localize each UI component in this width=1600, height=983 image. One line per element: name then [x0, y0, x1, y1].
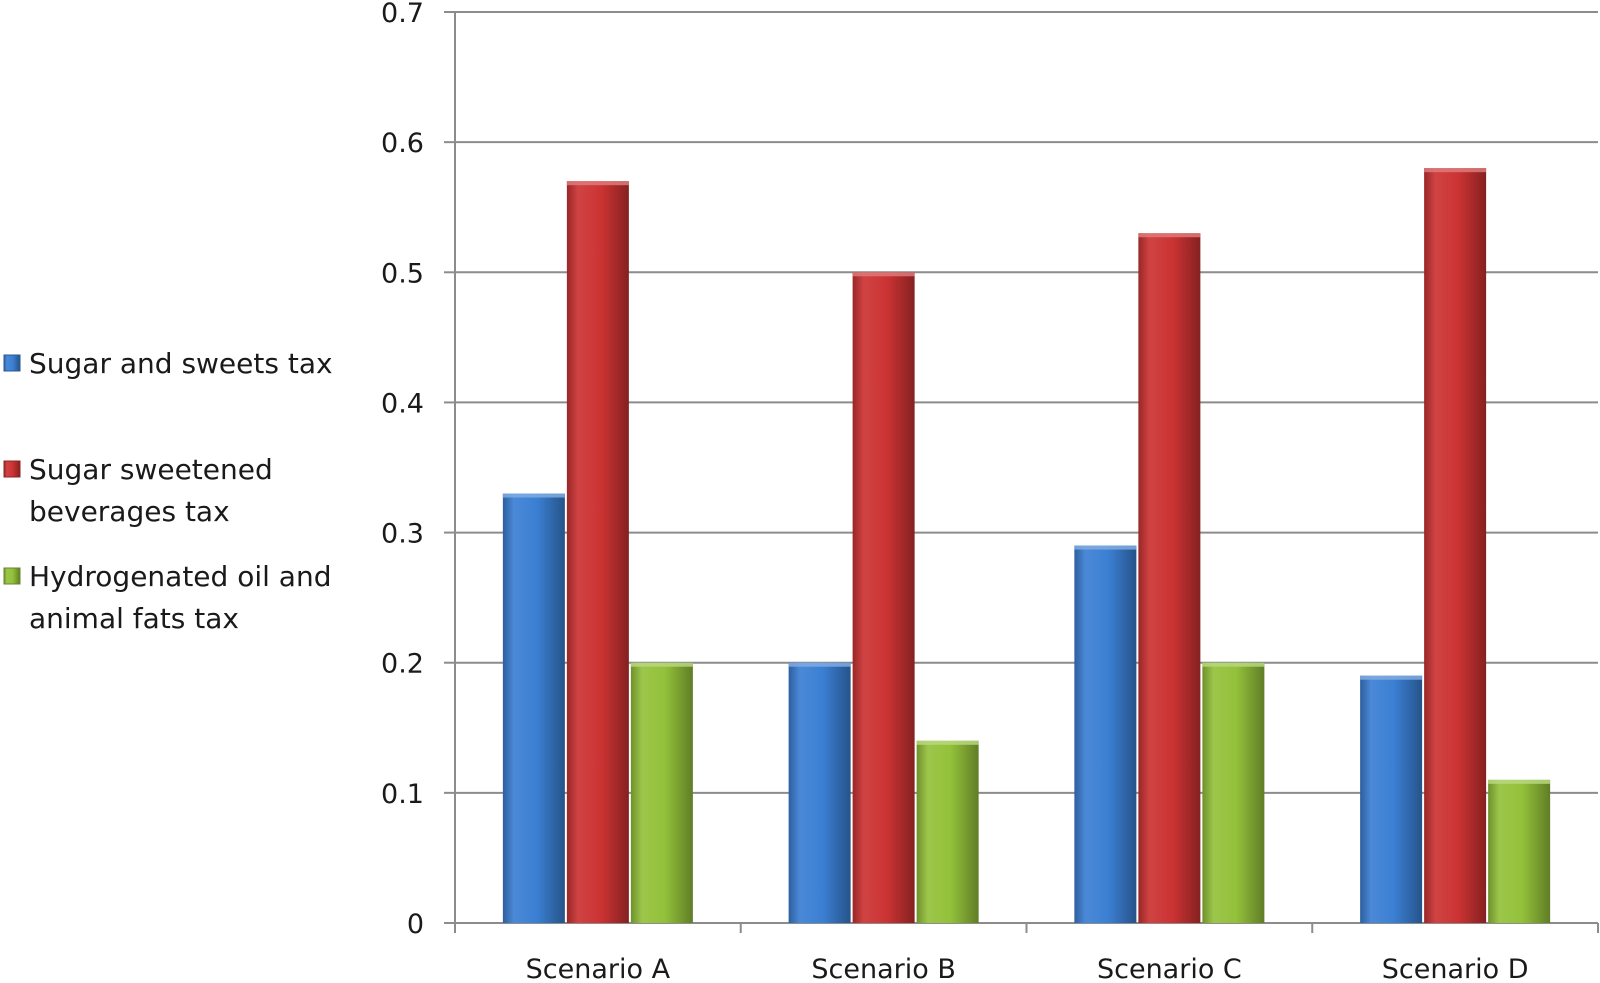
bar-top-highlight [630, 662, 693, 667]
x-category-label: Scenario B [811, 954, 955, 979]
x-category-label: Scenario D [1382, 954, 1529, 979]
legend-label: beverages tax [29, 495, 230, 528]
bar-top-highlight [852, 272, 915, 277]
y-tick-label: 0.4 [381, 388, 424, 419]
bar-top-highlight [916, 740, 979, 745]
bars [502, 168, 1551, 923]
legend: Sugar and sweets tax Sugar sweetened bever… [3, 347, 333, 635]
x-category-label: Scenario A [526, 954, 671, 979]
bar-top-highlight [1488, 779, 1551, 784]
bar-sugar-sweetened-beverages-tax-scenario-d [1424, 168, 1487, 923]
bar-sugar-and-sweets-tax-scenario-a [502, 493, 565, 923]
bar-sugar-sweetened-beverages-tax-scenario-b [852, 272, 915, 923]
bar-sugar-sweetened-beverages-tax-scenario-a [566, 181, 629, 923]
bar-top-highlight [1138, 233, 1201, 238]
legend-label: Sugar sweetened [29, 453, 273, 486]
y-tick-label: 0.3 [381, 519, 424, 550]
bar-hydrogenated-oil-and-animal-fats-tax-scenario-a [630, 662, 693, 923]
legend-label: Sugar and sweets tax [29, 347, 333, 380]
y-tick-label: 0.2 [381, 649, 424, 680]
legend-label: Hydrogenated oil and [29, 560, 331, 593]
axis-labels: 0 0.1 0.2 0.3 0.4 0.5 0.6 0.7 Scenario A Scenario… [381, 0, 1529, 983]
bar-sugar-sweetened-beverages-tax-scenario-c [1138, 233, 1201, 923]
bar-top-highlight [1360, 675, 1423, 680]
legend-swatch [3, 567, 21, 585]
bar-top-highlight [788, 662, 851, 667]
legend-swatch [3, 460, 21, 478]
y-tick-label: 0 [407, 909, 424, 940]
bar-sugar-and-sweets-tax-scenario-b [788, 662, 851, 923]
bar-sugar-and-sweets-tax-scenario-c [1074, 545, 1137, 923]
legend-label: animal fats tax [29, 602, 239, 635]
legend-swatch [3, 354, 21, 372]
y-tick-label: 0.1 [381, 779, 424, 810]
bar-hydrogenated-oil-and-animal-fats-tax-scenario-d [1488, 779, 1551, 923]
bar-top-highlight [1424, 168, 1487, 173]
x-category-label: Scenario C [1097, 954, 1242, 979]
bar-sugar-and-sweets-tax-scenario-d [1360, 675, 1423, 923]
y-tick-label: 0.6 [381, 128, 424, 159]
bar-top-highlight [1202, 662, 1265, 667]
y-tick-label: 0.5 [381, 258, 424, 289]
bar-top-highlight [1074, 545, 1137, 550]
bar-hydrogenated-oil-and-animal-fats-tax-scenario-b [916, 740, 979, 923]
y-tick-label: 0.7 [381, 0, 424, 29]
bar-hydrogenated-oil-and-animal-fats-tax-scenario-c [1202, 662, 1265, 923]
bar-top-highlight [566, 181, 629, 186]
bar-top-highlight [502, 493, 565, 498]
